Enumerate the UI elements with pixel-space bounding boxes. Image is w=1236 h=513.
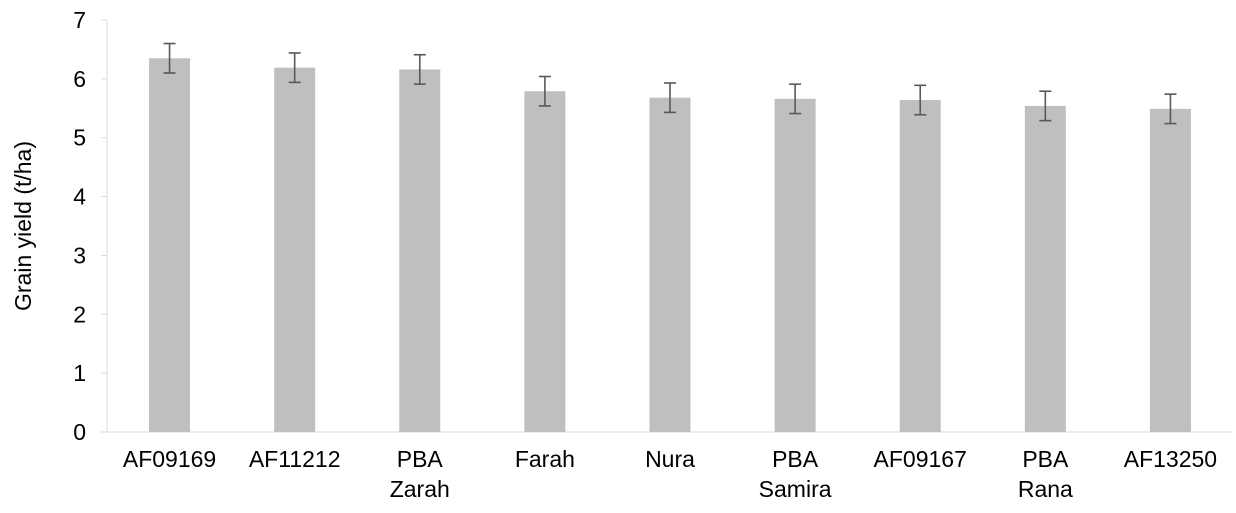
x-tick-label-line: PBA — [1022, 446, 1069, 472]
y-axis-ticks: 0 1 2 3 4 5 6 7 — [73, 7, 107, 445]
x-tick-label-line: Rana — [1018, 476, 1073, 502]
y-tick-label: 7 — [73, 7, 86, 33]
bar — [1024, 105, 1066, 432]
y-axis-title: Grain yield (t/ha) — [10, 141, 36, 311]
error-bar — [288, 52, 301, 84]
x-tick-label-line: Samira — [759, 476, 832, 502]
x-tick-label-line: AF11212 — [249, 446, 341, 472]
x-tick-label: AF09167 — [874, 446, 967, 472]
error-bar — [163, 42, 176, 74]
x-tick-label-line: AF13250 — [1124, 446, 1217, 472]
y-tick-label: 1 — [73, 360, 86, 386]
error-bar — [413, 53, 426, 85]
x-tick-label: PBA Zarah — [390, 446, 450, 502]
y-tick-label: 3 — [73, 242, 86, 268]
bar — [774, 98, 816, 433]
bar — [899, 100, 941, 432]
x-tick-label-line: PBA — [772, 446, 819, 472]
error-bar — [664, 82, 676, 114]
bar — [274, 67, 316, 432]
bar — [399, 69, 441, 432]
x-tick-label-line: Farah — [515, 446, 575, 472]
error-bar — [789, 83, 802, 115]
x-tick-label-line: PBA — [397, 446, 444, 472]
x-tick-label: AF13250 — [1124, 446, 1217, 472]
y-tick-label: 0 — [73, 419, 86, 445]
bar — [1149, 108, 1191, 433]
x-tick-label-line: Zarah — [390, 476, 450, 502]
x-tick-label: Farah — [515, 446, 575, 472]
bars — [149, 58, 1191, 433]
y-tick-label: 5 — [73, 125, 86, 151]
bar — [524, 91, 566, 433]
y-tick-label: 6 — [73, 66, 86, 92]
x-tick-label-line: Nura — [645, 446, 695, 472]
x-tick-label: PBA Samira — [759, 446, 832, 502]
x-tick-label-line: AF09169 — [123, 446, 216, 472]
x-tick-label: Nura — [645, 446, 695, 472]
x-axis-labels: AF09169 AF11212 PBA Zarah Farah Nura PBA Samira… — [123, 446, 1217, 502]
bar — [649, 97, 691, 432]
x-tick-label: PBA Rana — [1018, 446, 1073, 502]
y-tick-label: 4 — [73, 184, 86, 210]
error-bars — [163, 42, 1177, 125]
x-tick-label: AF09169 — [123, 446, 216, 472]
error-bar — [1164, 93, 1177, 125]
y-tick-label: 2 — [73, 301, 86, 327]
error-bar — [538, 75, 551, 107]
bar — [149, 58, 191, 432]
error-bar — [914, 84, 927, 116]
x-tick-label: AF11212 — [249, 446, 341, 472]
error-bar — [1039, 90, 1052, 122]
x-tick-label-line: AF09167 — [874, 446, 967, 472]
